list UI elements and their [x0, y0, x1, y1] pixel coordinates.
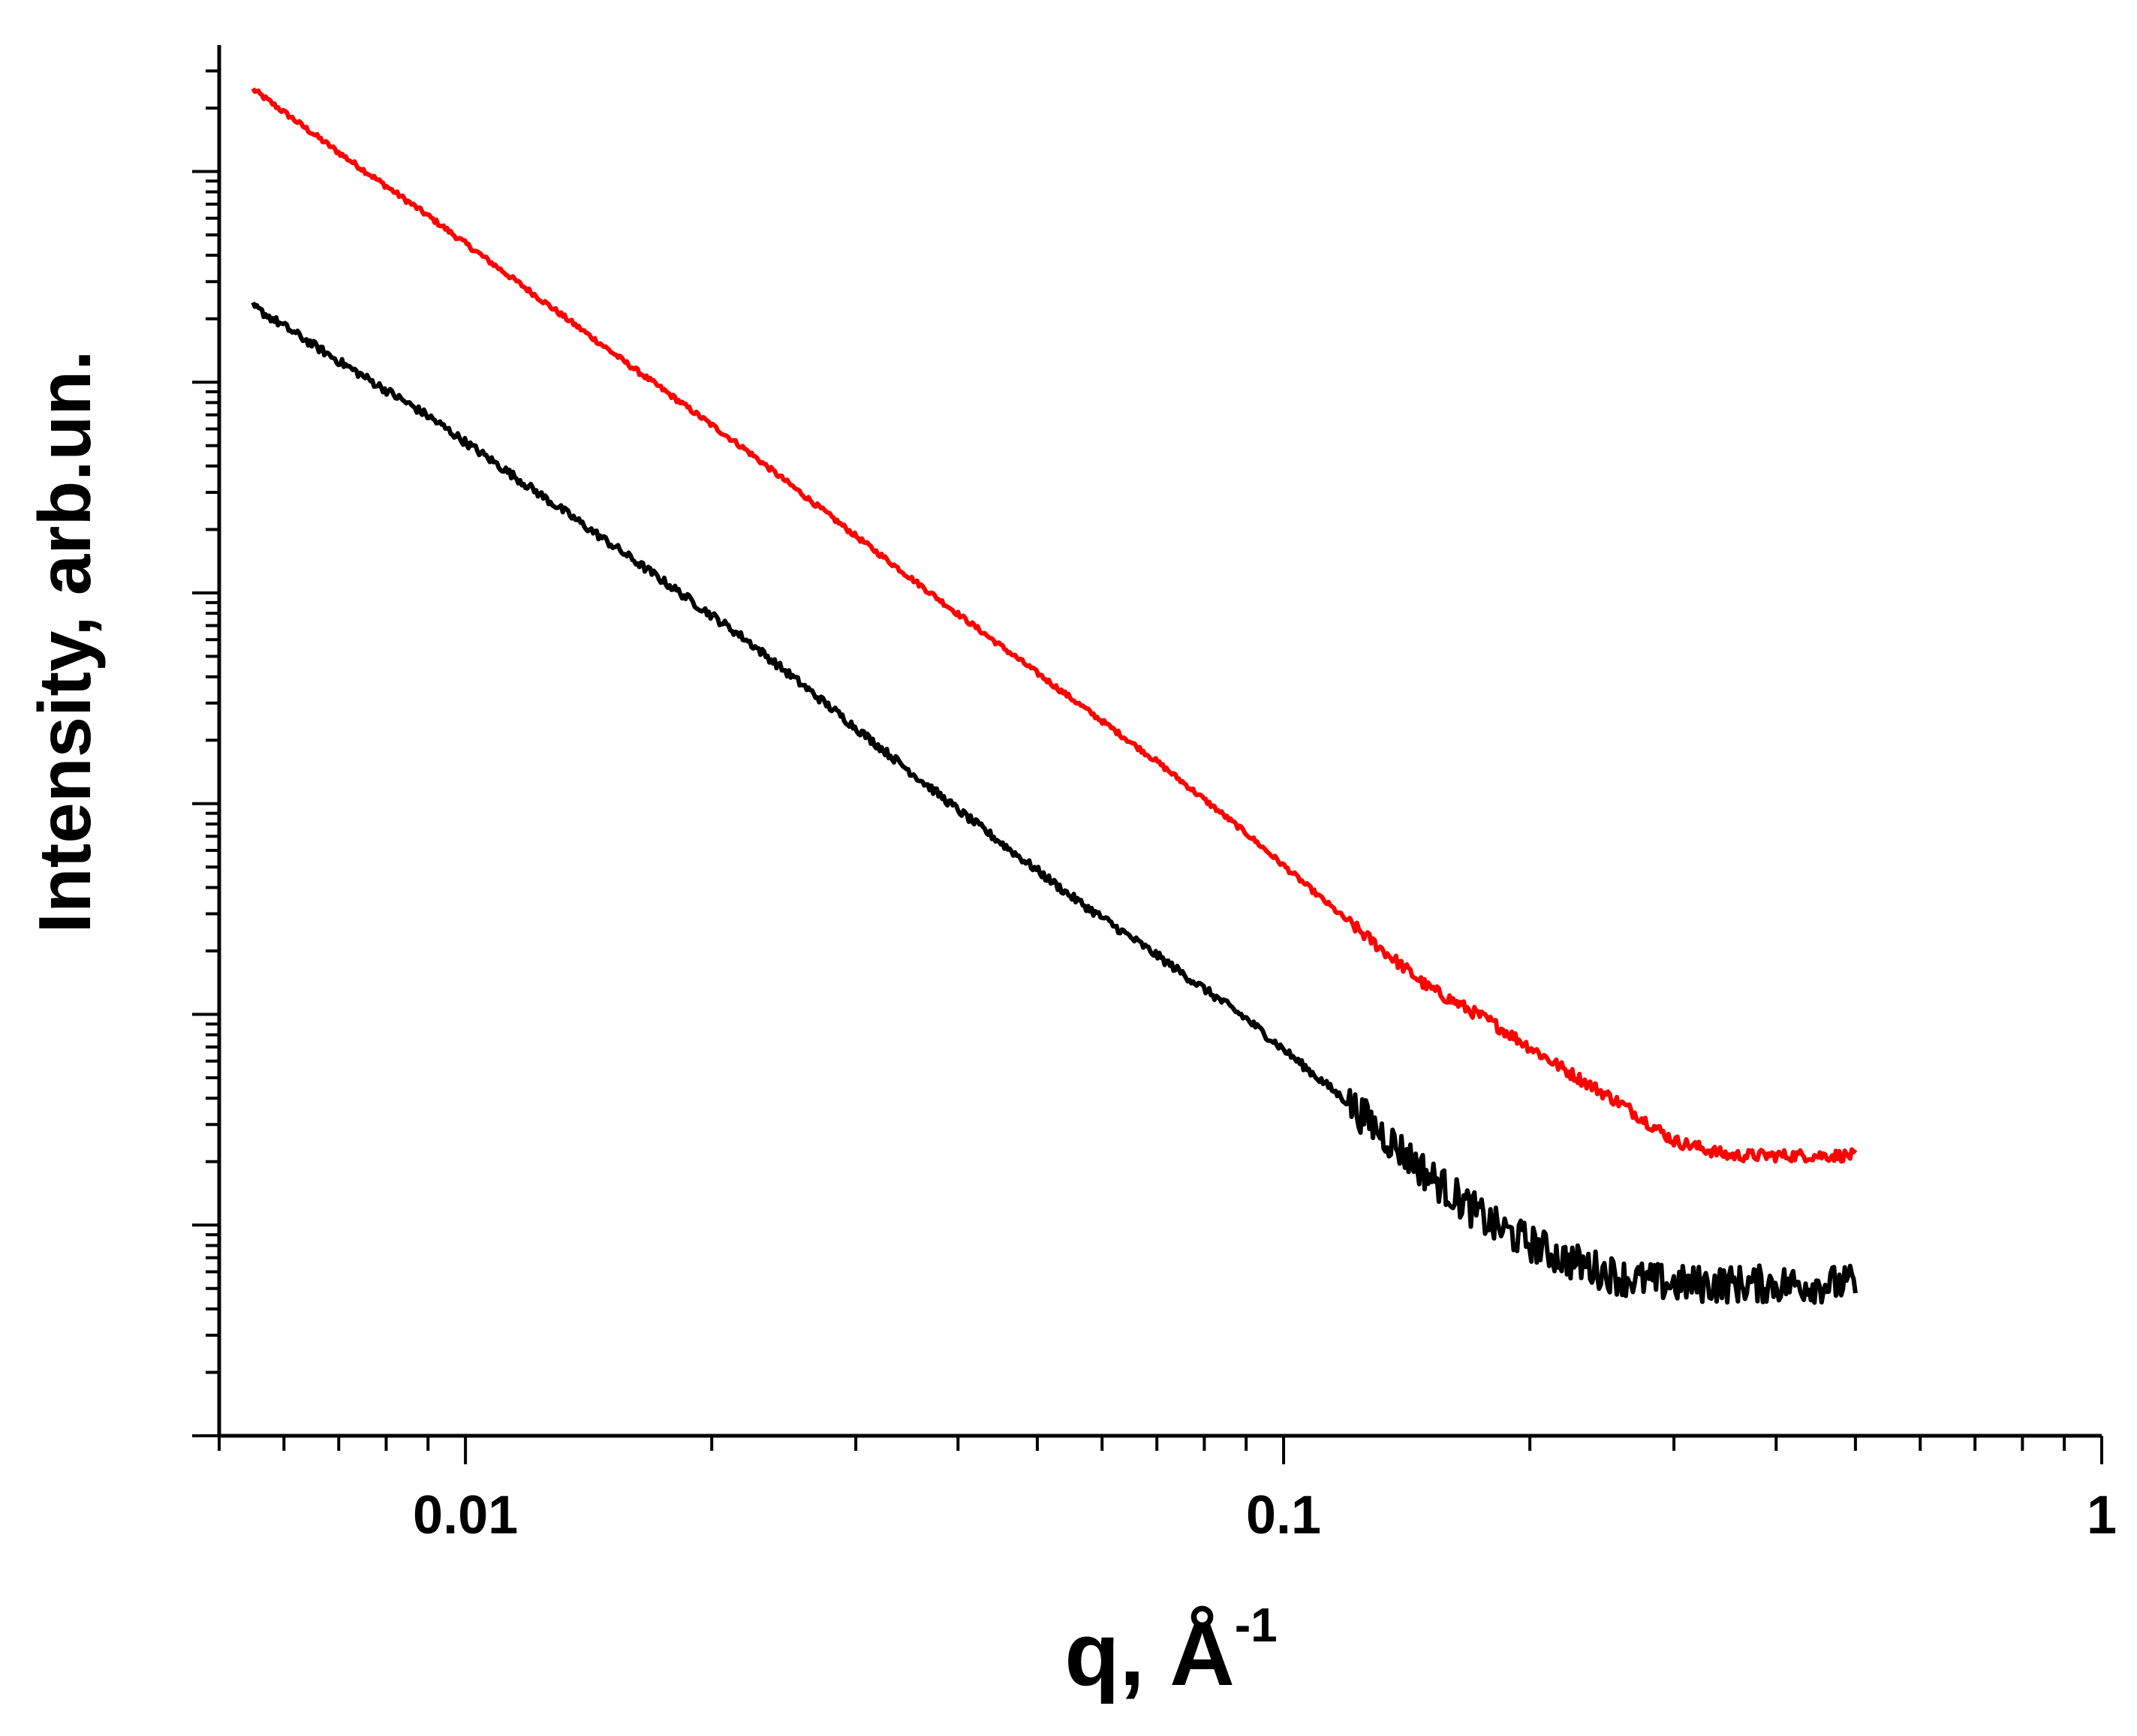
x-axis-title: q, Å-1	[1064, 1598, 1278, 1704]
x-tick-label: 0.1	[1246, 1485, 1321, 1545]
x-ticks	[218, 1436, 2103, 1464]
x-axis-title-main: q, Å	[1064, 1604, 1235, 1704]
series-line-1	[251, 87, 1858, 1164]
y-ticks	[192, 69, 219, 1437]
x-tick-labels: 0.01 0.1 1	[413, 1485, 2117, 1545]
x-tick-label: 1	[2087, 1485, 2117, 1545]
series-line-2	[251, 301, 1858, 1305]
x-axis-title-superscript: -1	[1235, 1598, 1278, 1652]
x-tick-label: 0.01	[413, 1485, 518, 1545]
axes	[217, 45, 2102, 1438]
y-axis-title: Intensity, arb.un.	[23, 351, 106, 934]
series-layer	[251, 87, 1858, 1305]
